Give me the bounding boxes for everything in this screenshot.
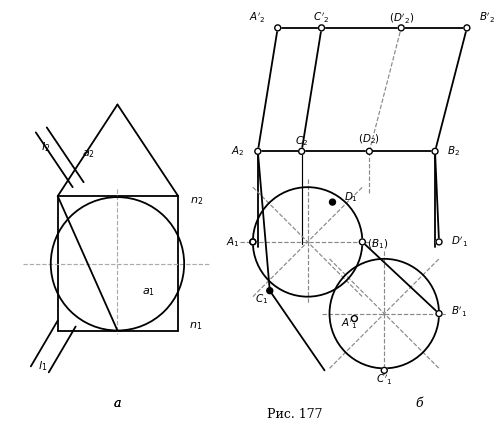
Circle shape xyxy=(255,149,261,154)
Text: $A'_1$: $A'_1$ xyxy=(341,316,358,331)
Text: $B'_2$: $B'_2$ xyxy=(479,11,495,25)
Circle shape xyxy=(250,239,256,245)
Circle shape xyxy=(398,25,404,31)
Text: $l_2$: $l_2$ xyxy=(41,141,50,154)
Text: $n_1$: $n_1$ xyxy=(190,321,203,333)
Text: Рис. 177: Рис. 177 xyxy=(267,408,322,421)
Circle shape xyxy=(381,368,387,373)
Circle shape xyxy=(351,316,357,322)
Circle shape xyxy=(432,149,438,154)
Text: б: б xyxy=(415,397,423,410)
Circle shape xyxy=(436,311,442,316)
Circle shape xyxy=(359,239,365,245)
Text: $A_2$: $A_2$ xyxy=(232,144,245,158)
Text: $B_2$: $B_2$ xyxy=(447,144,460,158)
Text: $C_2$: $C_2$ xyxy=(295,135,308,148)
Circle shape xyxy=(436,239,442,245)
Text: $A_1$: $A_1$ xyxy=(226,235,240,249)
Text: $a_1$: $a_1$ xyxy=(142,286,155,298)
Text: $C_1$: $C_1$ xyxy=(254,292,268,306)
Text: $(D'_2)$: $(D'_2)$ xyxy=(389,11,414,25)
Circle shape xyxy=(267,288,273,294)
Circle shape xyxy=(318,25,324,31)
Circle shape xyxy=(275,25,281,31)
Circle shape xyxy=(329,199,335,205)
Circle shape xyxy=(464,25,470,31)
Text: $D_1$: $D_1$ xyxy=(344,190,358,204)
Text: $B'_1$: $B'_1$ xyxy=(451,305,467,319)
Text: $(D_2)$: $(D_2)$ xyxy=(358,133,380,146)
Circle shape xyxy=(366,149,372,154)
Text: $C'_2$: $C'_2$ xyxy=(313,11,330,25)
Text: $D'_1$: $D'_1$ xyxy=(451,235,468,249)
Text: $l_1$: $l_1$ xyxy=(38,360,47,373)
Text: $n_2$: $n_2$ xyxy=(190,195,203,207)
Text: $(B_1)$: $(B_1)$ xyxy=(367,237,389,251)
Text: $a_2$: $a_2$ xyxy=(82,149,95,160)
Text: $A'_2$: $A'_2$ xyxy=(249,11,266,25)
Text: а: а xyxy=(114,397,121,410)
Text: $C'_1$: $C'_1$ xyxy=(376,373,393,387)
Circle shape xyxy=(250,239,256,245)
Circle shape xyxy=(298,149,304,154)
Text: а: а xyxy=(114,397,121,410)
